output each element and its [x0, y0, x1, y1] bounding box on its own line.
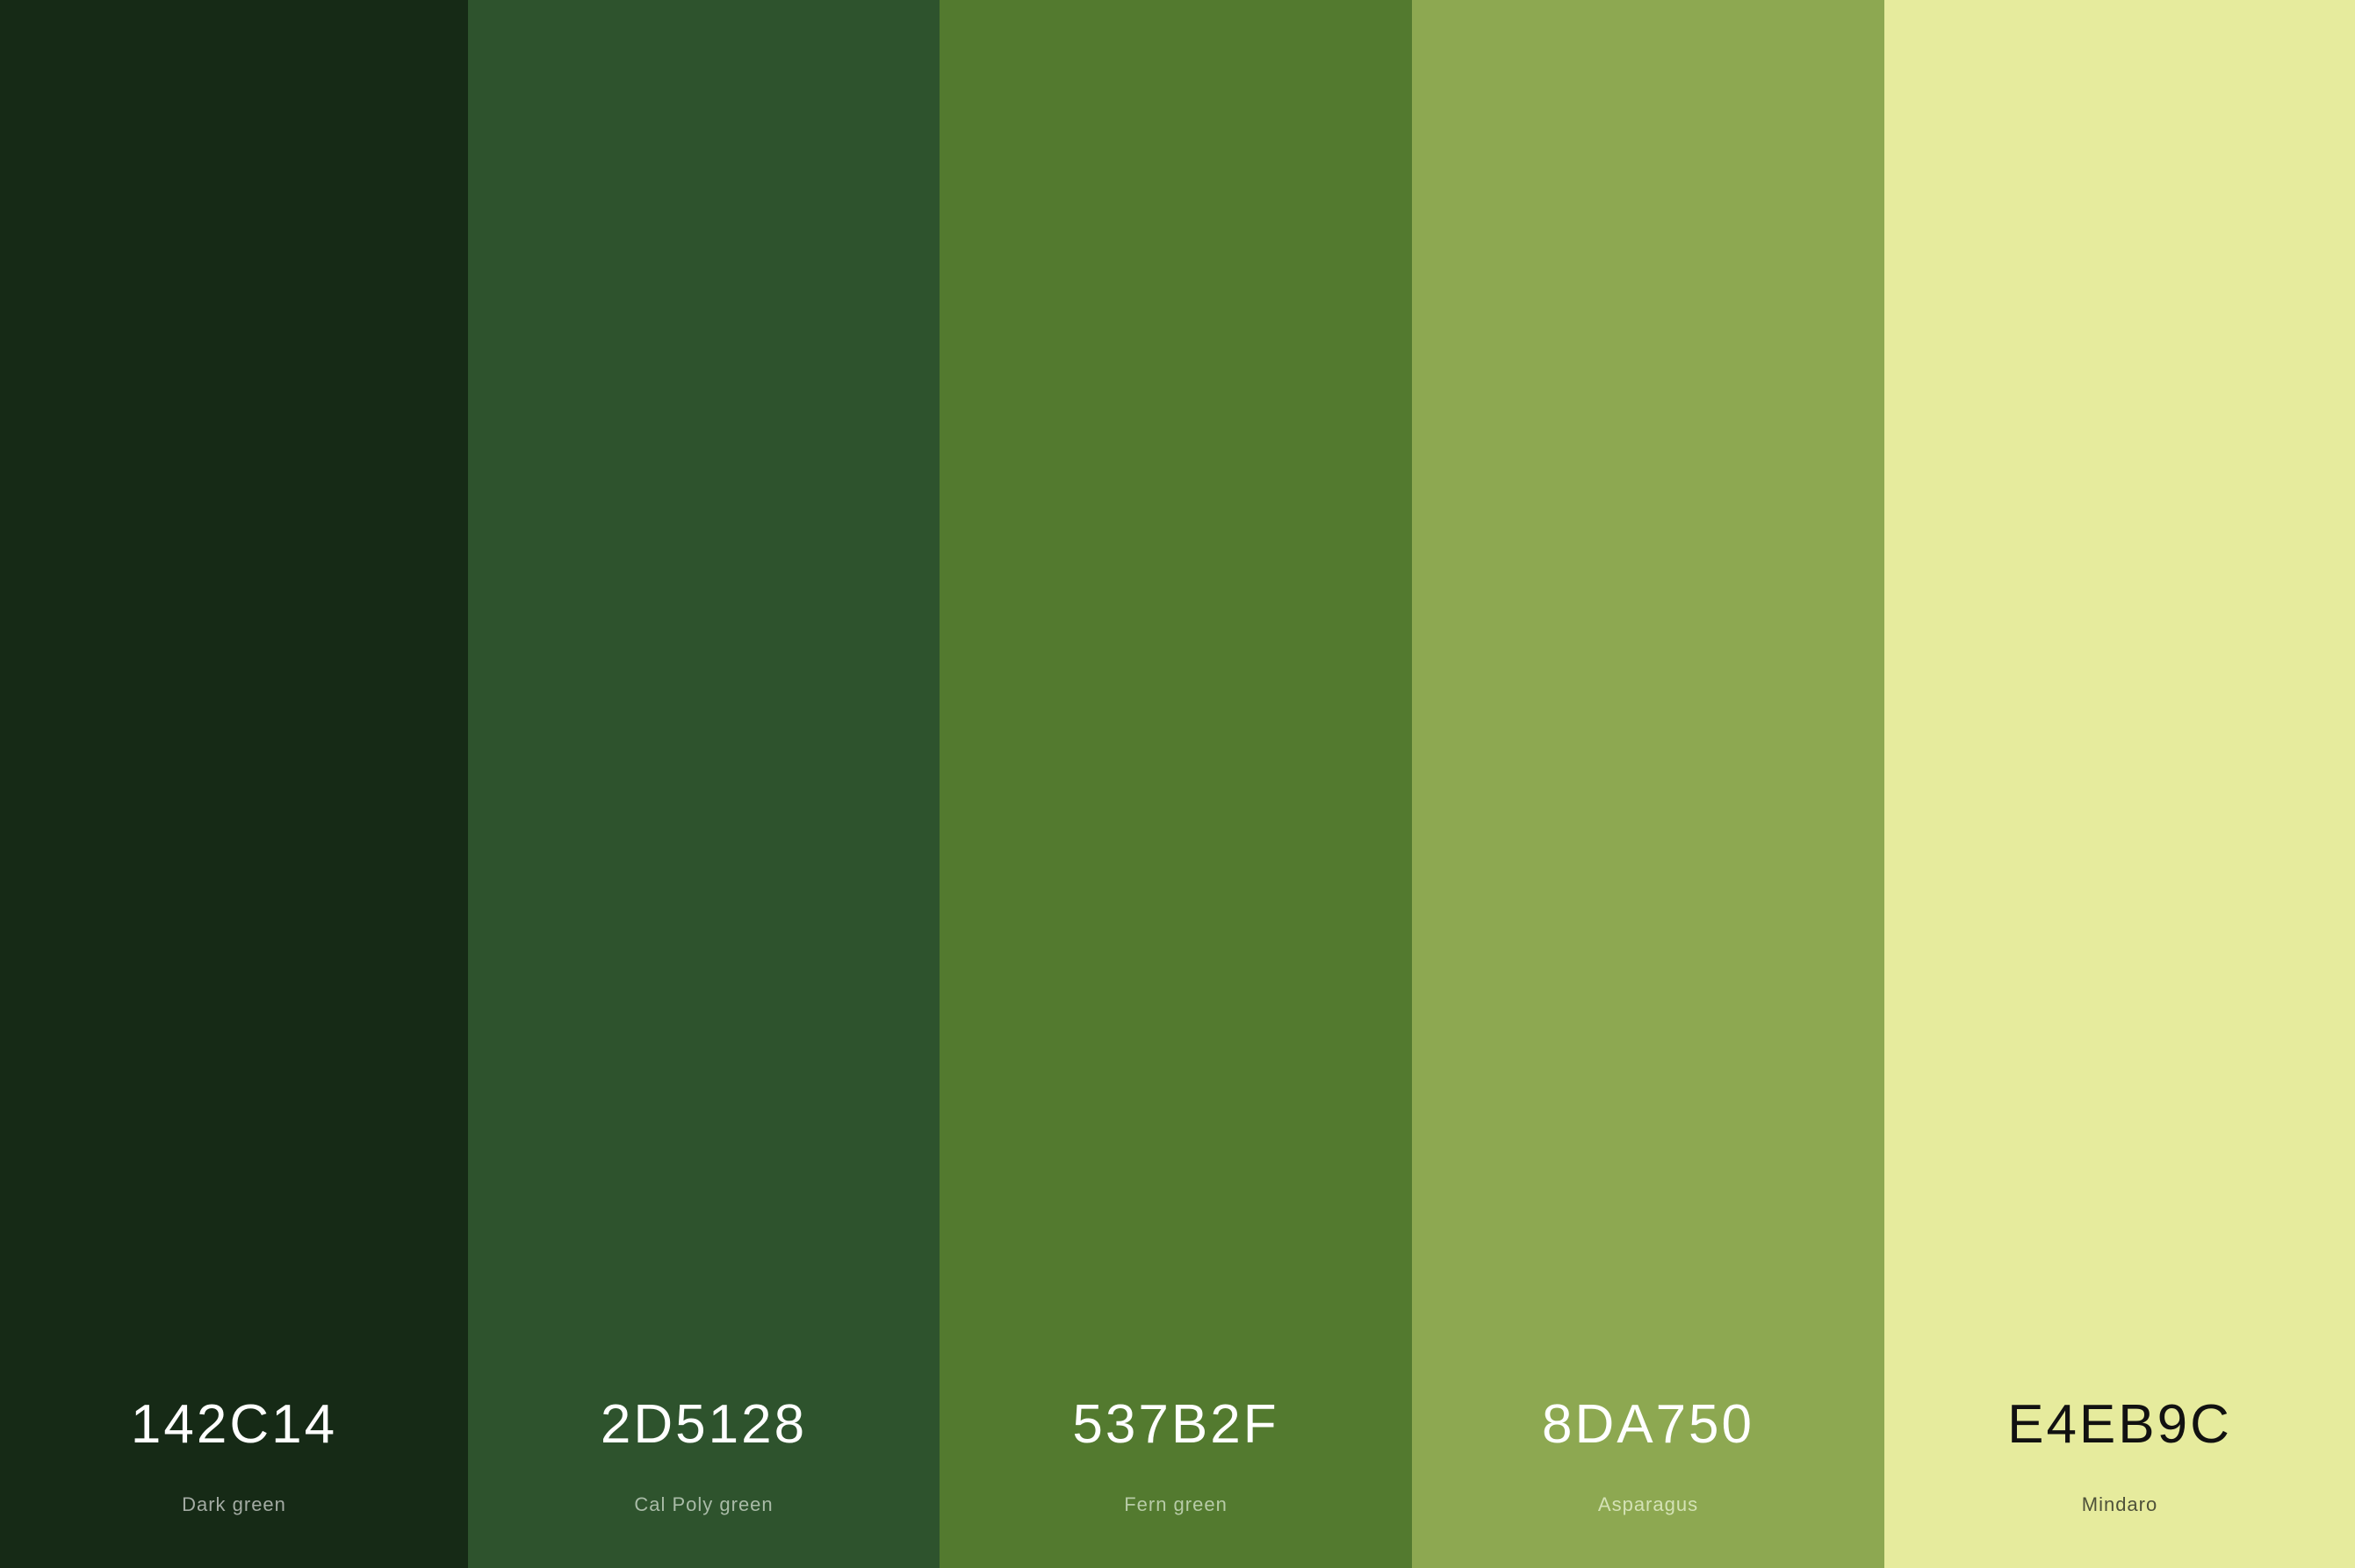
swatch-hex-code: 142C14	[130, 1394, 338, 1455]
swatch-mindaro[interactable]: E4EB9C Mindaro	[1884, 0, 2355, 1568]
swatch-hex-code: 8DA750	[1541, 1394, 1755, 1455]
swatch-color-name: Mindaro	[2081, 1493, 2158, 1515]
swatch-fern-green[interactable]: 537B2F Fern green	[940, 0, 1412, 1568]
swatch-color-name: Dark green	[182, 1493, 286, 1515]
swatch-dark-green[interactable]: 142C14 Dark green	[0, 0, 468, 1568]
swatch-asparagus[interactable]: 8DA750 Asparagus	[1412, 0, 1884, 1568]
swatch-color-name: Asparagus	[1597, 1493, 1699, 1515]
swatch-hex-code: E4EB9C	[2007, 1394, 2232, 1455]
swatch-color-name: Cal Poly green	[634, 1493, 774, 1515]
swatch-hex-code: 2D5128	[600, 1394, 808, 1455]
swatch-cal-poly-green[interactable]: 2D5128 Cal Poly green	[468, 0, 940, 1568]
swatch-hex-code: 537B2F	[1072, 1394, 1279, 1455]
swatch-color-name: Fern green	[1124, 1493, 1228, 1515]
